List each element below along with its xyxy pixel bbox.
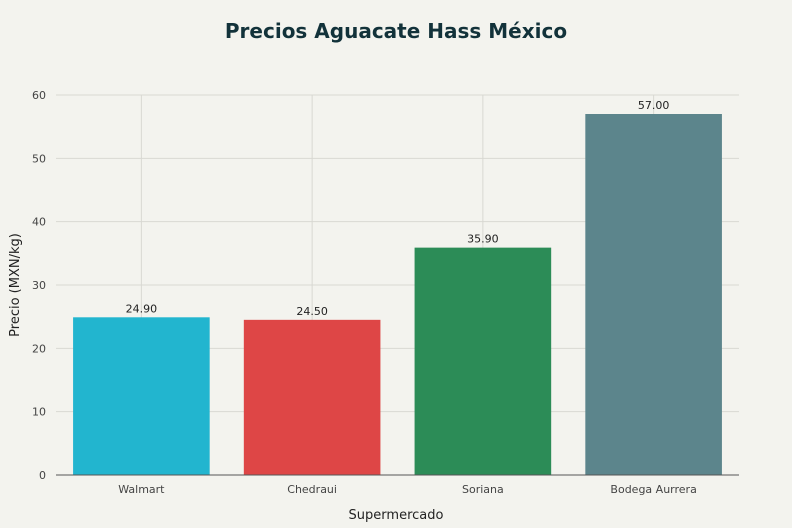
bar (585, 114, 722, 475)
data-labels: 24.90 24.50 35.90 57.00 (126, 99, 670, 318)
bar (73, 317, 210, 475)
x-tick-label: Soriana (462, 483, 504, 496)
y-tick-label: 50 (32, 152, 46, 165)
bars (73, 114, 722, 475)
tick-labels: 0 10 20 30 40 50 60 Walmart Chedraui Soriana Bodeg… (32, 89, 697, 496)
x-tick-label: Walmart (118, 483, 165, 496)
y-tick-label: 30 (32, 279, 46, 292)
y-tick-label: 40 (32, 216, 46, 229)
y-tick-label: 0 (39, 469, 46, 482)
y-axis-label: Precio (MXN/kg) (8, 233, 23, 337)
data-label: 24.50 (296, 305, 328, 318)
data-label: 57.00 (638, 99, 670, 112)
bar (243, 319, 381, 475)
x-tick-label: Bodega Aurrera (610, 483, 696, 496)
data-label: 24.90 (126, 302, 158, 315)
chart-title: Precios Aguacate Hass México (225, 19, 567, 43)
x-tick-label: Chedraui (287, 483, 337, 496)
y-tick-label: 20 (32, 342, 46, 355)
data-label: 35.90 (467, 233, 499, 246)
y-tick-label: 10 (32, 406, 46, 419)
x-axis-label: Supermercado (349, 508, 444, 523)
bar (414, 247, 552, 475)
y-tick-label: 60 (32, 89, 46, 102)
